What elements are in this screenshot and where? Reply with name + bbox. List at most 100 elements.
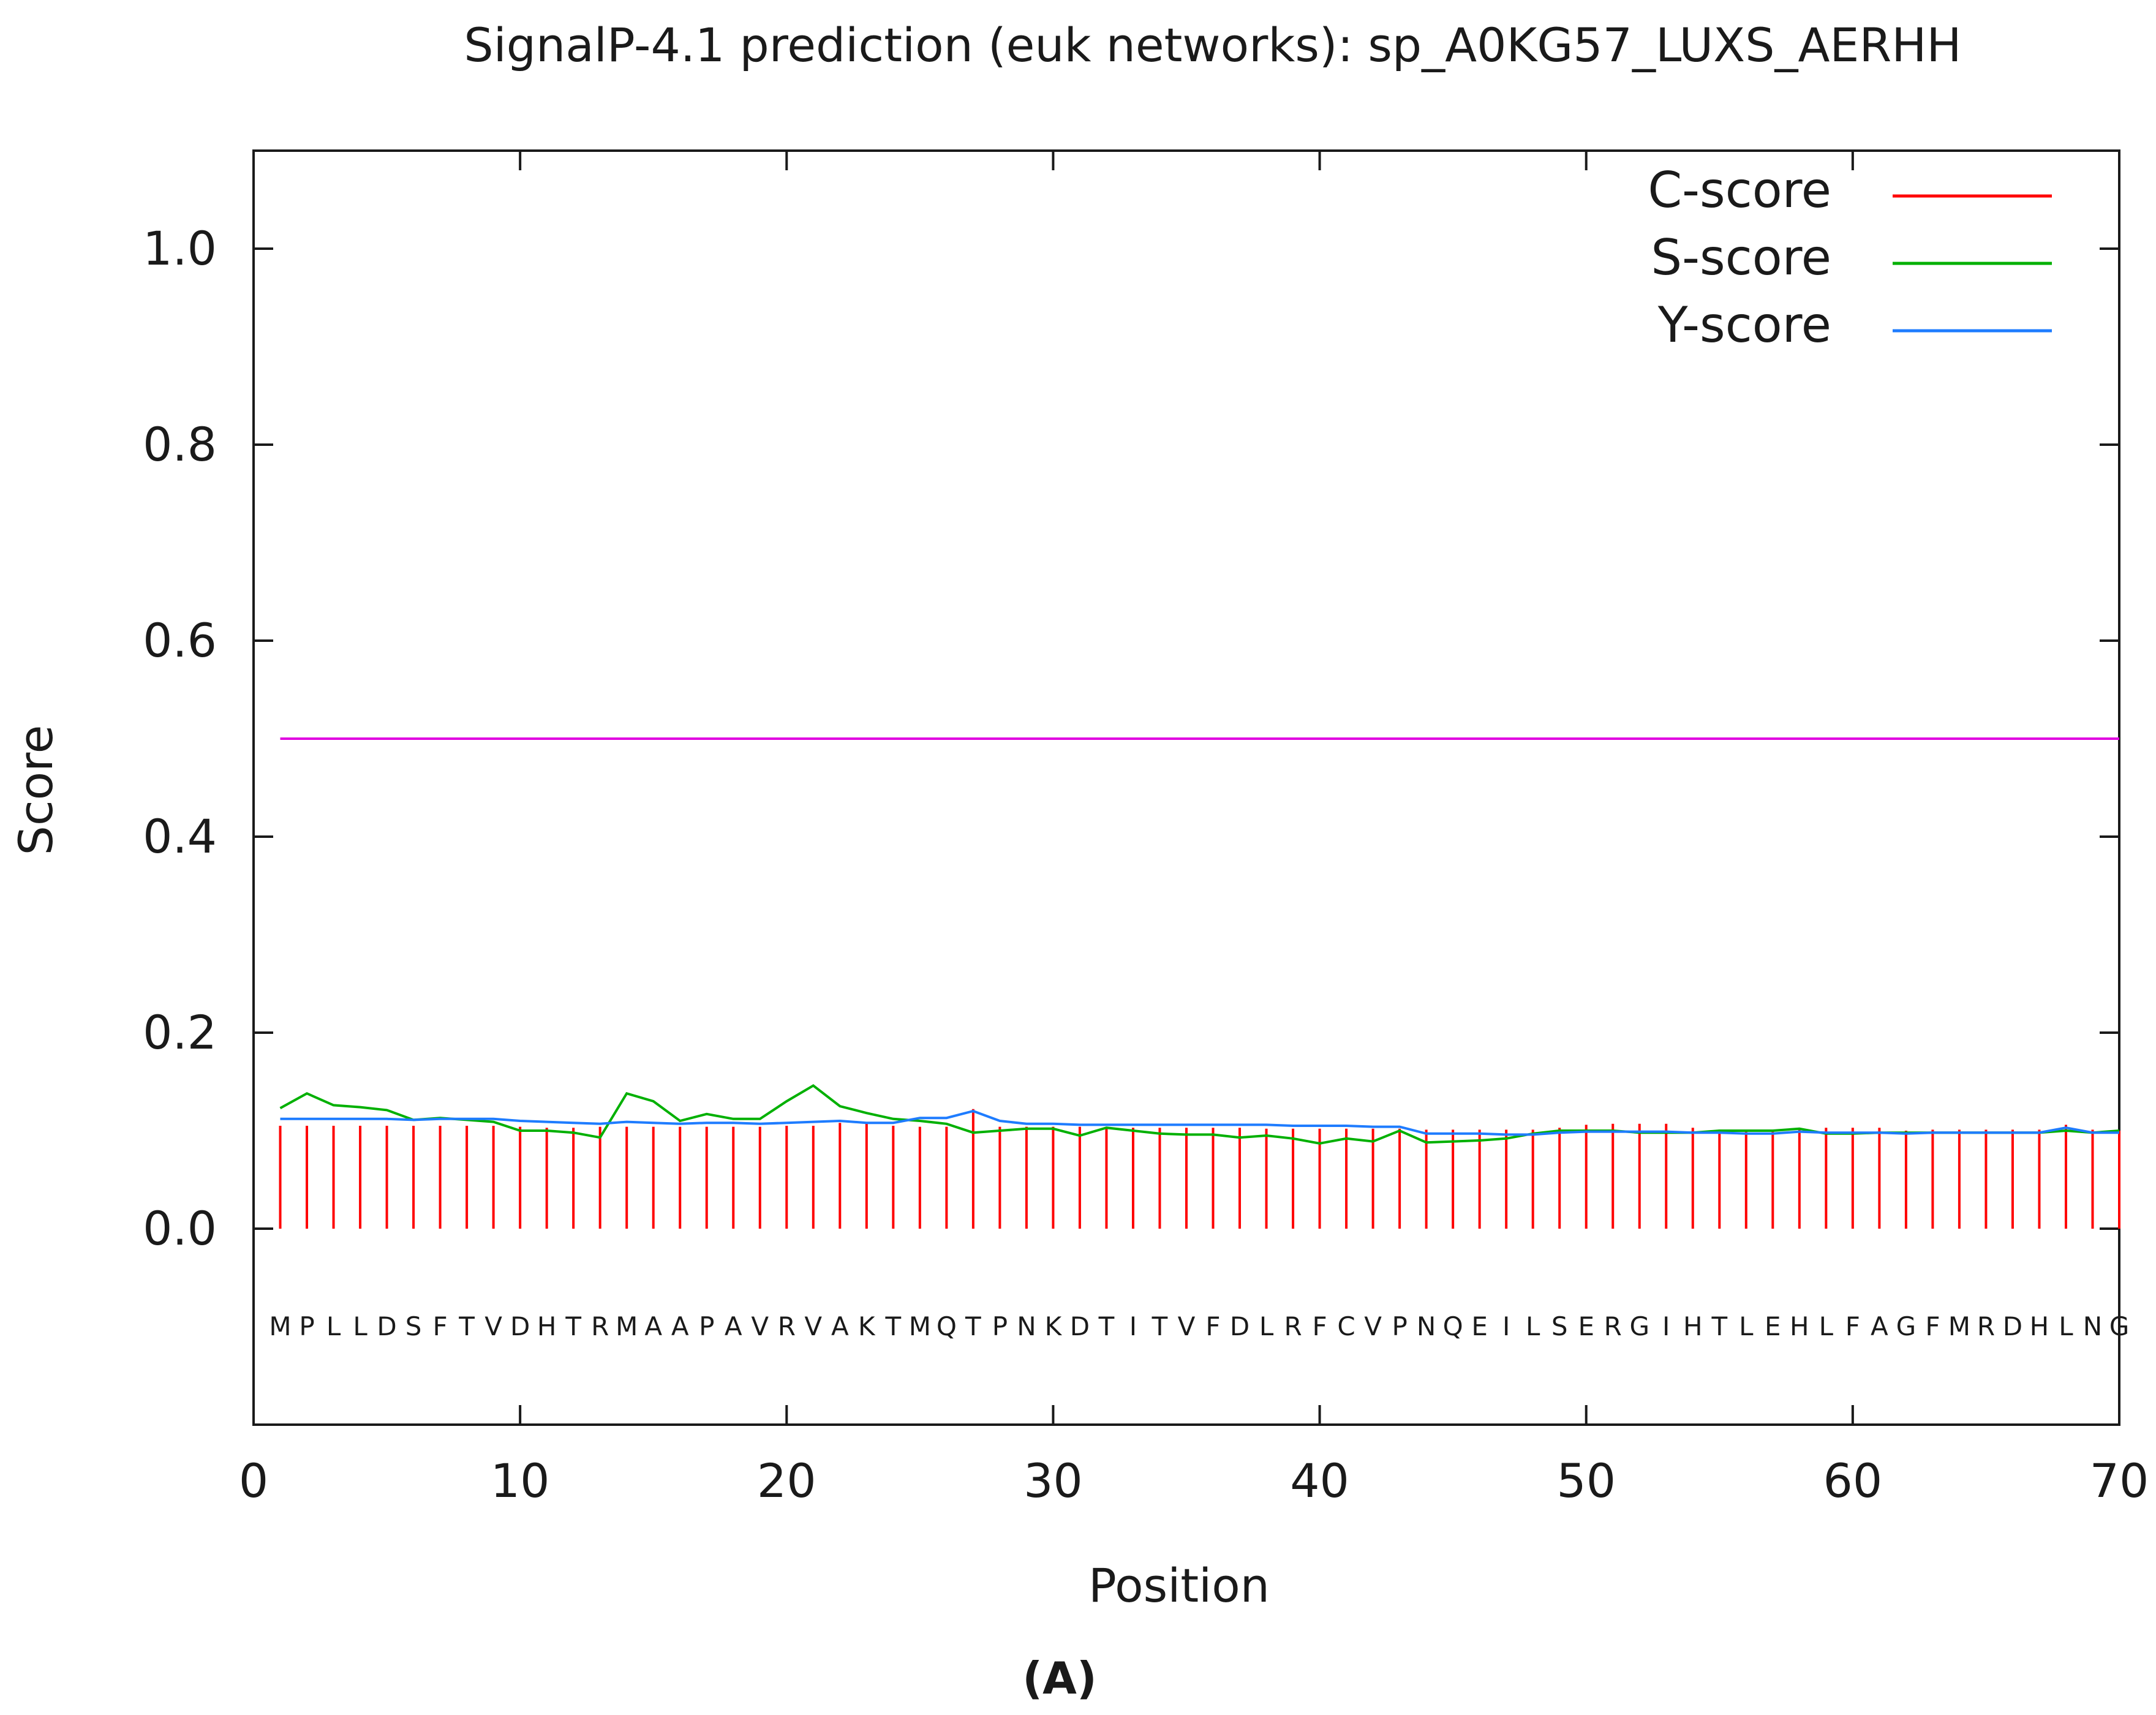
sequence-letter: H (1683, 1311, 1703, 1341)
sequence-letter: F (1205, 1311, 1220, 1341)
sequence-letter: K (858, 1311, 876, 1341)
sequence-letter: L (326, 1311, 341, 1341)
sequence-letter: T (565, 1311, 581, 1341)
sequence-letter: V (1364, 1311, 1382, 1341)
legend: C-score S-score Y-score (1648, 162, 2052, 353)
sequence-letter: L (1739, 1311, 1754, 1341)
sequence-letter: D (510, 1311, 530, 1341)
sequence-letter: P (992, 1311, 1008, 1341)
sequence-letter: R (591, 1311, 609, 1341)
sequence-letter: I (1502, 1311, 1510, 1341)
sequence-letter: H (537, 1311, 557, 1341)
legend-label: C-score (1648, 162, 1831, 219)
sequence-letter: L (1259, 1311, 1274, 1341)
y-tick-label: 0.0 (143, 1201, 217, 1256)
sequence-letter: F (1845, 1311, 1860, 1341)
sequence-letter: D (2003, 1311, 2022, 1341)
x-tick-label: 50 (1556, 1453, 1616, 1508)
sequence-letter: G (1896, 1311, 1917, 1341)
sequence-letter: D (377, 1311, 396, 1341)
sequence-letter: N (1017, 1311, 1036, 1341)
sequence-letter: V (1178, 1311, 1196, 1341)
sequence-letter: E (1578, 1311, 1594, 1341)
sequence-letter: L (353, 1311, 368, 1341)
x-tick-label: 60 (1823, 1453, 1882, 1508)
sequence-letter: G (1629, 1311, 1649, 1341)
legend-label: Y-score (1657, 296, 1831, 353)
sequence-letter: D (1230, 1311, 1250, 1341)
y-tick-label: 0.2 (143, 1005, 217, 1060)
y-score-line (280, 1109, 2119, 1136)
sequence-letter: A (831, 1311, 849, 1341)
sequence-letter: F (433, 1311, 448, 1341)
sequence-letter: L (2059, 1311, 2073, 1341)
y-tick-label: 0.8 (143, 417, 217, 472)
sequence-letter: M (1948, 1311, 1970, 1341)
sequence-letter: T (1098, 1311, 1115, 1341)
sequence-letter: I (1129, 1311, 1137, 1341)
legend-label: S-score (1651, 229, 1831, 286)
sequence-letter: R (1977, 1311, 1995, 1341)
c-score-impulses (279, 1109, 2120, 1229)
sequence-letter: P (299, 1311, 314, 1341)
sequence-letter: S (1551, 1311, 1568, 1341)
sequence-letter: T (965, 1311, 981, 1341)
sequence-letter: L (1819, 1311, 1834, 1341)
x-tick-label: 70 (2090, 1453, 2149, 1508)
sequence-letter: K (1045, 1311, 1063, 1341)
x-tick-label: 40 (1290, 1453, 1349, 1508)
sequence-letter: L (1526, 1311, 1540, 1341)
sequence-letter: T (1711, 1311, 1727, 1341)
x-tick-label: 20 (757, 1453, 816, 1508)
sequence-letter: I (1662, 1311, 1670, 1341)
x-tick-label: 0 (239, 1453, 268, 1508)
sequence-letter: E (1471, 1311, 1488, 1341)
sequence-letter: H (2030, 1311, 2049, 1341)
sequence-letter: M (616, 1311, 638, 1341)
sequence-letter: P (699, 1311, 714, 1341)
sequence-letter: T (1152, 1311, 1168, 1341)
sequence-letter: E (1765, 1311, 1781, 1341)
chart-title: SignalP-4.1 prediction (euk networks): s… (464, 18, 1961, 72)
sequence-letter: G (2109, 1311, 2130, 1341)
sequence-letter: T (458, 1311, 475, 1341)
sequence-letter: A (644, 1311, 662, 1341)
x-axis: 0 10 20 30 40 50 60 70 (239, 151, 2149, 1508)
sequence-letter: N (2083, 1311, 2102, 1341)
sequence-letter: R (1284, 1311, 1302, 1341)
x-tick-label: 30 (1023, 1453, 1083, 1508)
sequence-letter: S (405, 1311, 422, 1341)
y-axis-label: Score (9, 725, 63, 856)
sequence-letter: R (778, 1311, 796, 1341)
sequence-letter: Q (937, 1311, 957, 1341)
x-axis-label: Position (1088, 1558, 1270, 1613)
sequence-letter: D (1070, 1311, 1090, 1341)
x-tick-label: 10 (491, 1453, 550, 1508)
sequence-letter: H (1790, 1311, 1809, 1341)
sequence-letter: T (885, 1311, 902, 1341)
sequence-letter: C (1337, 1311, 1355, 1341)
plot-frame (252, 149, 2120, 1426)
sequence-letter: F (1925, 1311, 1940, 1341)
sequence-letter: V (804, 1311, 822, 1341)
sequence-letter: Q (1443, 1311, 1463, 1341)
sequence-letter: F (1312, 1311, 1327, 1341)
sequence-letter: V (484, 1311, 502, 1341)
y-tick-label: 1.0 (143, 221, 217, 276)
sequence-letter: A (671, 1311, 689, 1341)
sequence-letter: N (1417, 1311, 1436, 1341)
y-tick-label: 0.4 (143, 809, 217, 864)
sequence-letter: A (725, 1311, 742, 1341)
figure-caption: (A) (1022, 1653, 1097, 1704)
sequence-letter: M (269, 1311, 291, 1341)
sequence-letter: R (1604, 1311, 1622, 1341)
s-score-line (279, 1084, 2120, 1145)
sequence-letter: A (1871, 1311, 1888, 1341)
y-axis: 0.0 0.2 0.4 0.6 0.8 1.0 (143, 221, 2119, 1256)
sequence-letter: M (909, 1311, 931, 1341)
y-tick-label: 0.6 (143, 613, 217, 668)
sequence-letter: P (1392, 1311, 1407, 1341)
sequence-letter: V (751, 1311, 769, 1341)
